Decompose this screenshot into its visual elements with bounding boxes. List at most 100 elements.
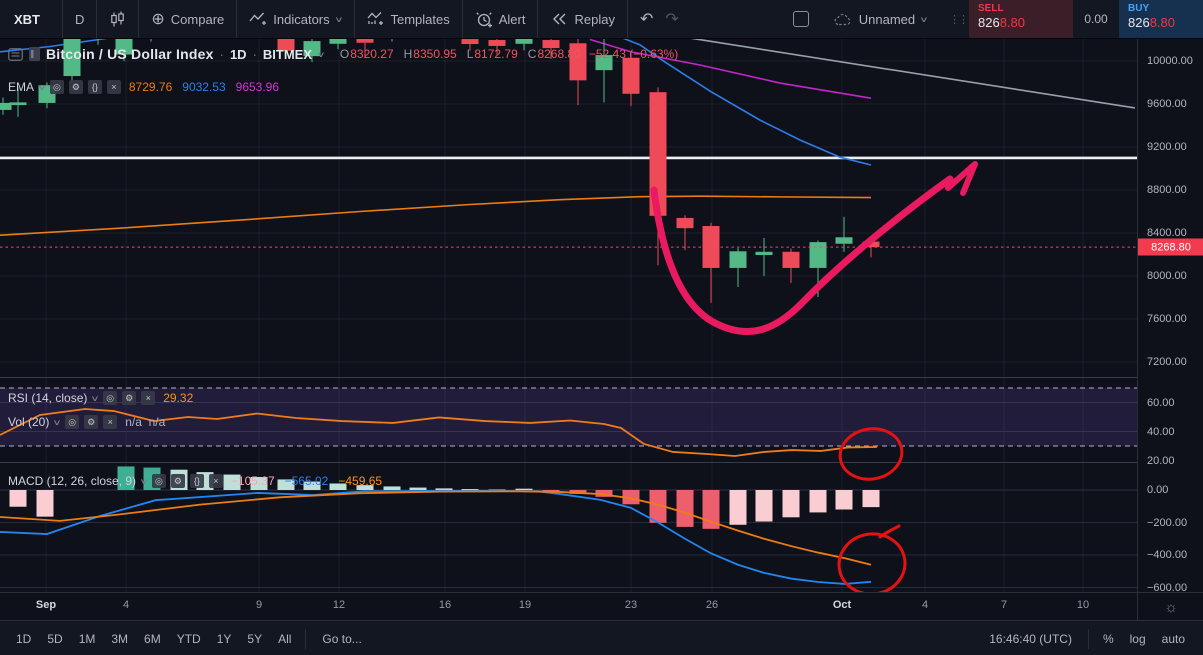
source-code-icon[interactable]: {} bbox=[87, 80, 102, 94]
candle-body bbox=[9, 102, 27, 106]
range-5Y[interactable]: 5Y bbox=[247, 631, 263, 646]
macd-histogram-bar bbox=[729, 490, 747, 525]
interval-button[interactable]: D bbox=[75, 11, 85, 27]
buy-button[interactable]: BUY 8268.80 bbox=[1119, 0, 1203, 38]
undo-button[interactable]: ↶ bbox=[639, 11, 654, 28]
eye-icon[interactable]: ◎ bbox=[103, 391, 118, 405]
candle-body bbox=[515, 36, 533, 44]
candle-body bbox=[809, 242, 827, 268]
alert-label: Alert bbox=[498, 11, 526, 27]
volume-value: n/a n/a bbox=[125, 415, 166, 429]
gear-icon[interactable]: ⚙ bbox=[84, 415, 99, 429]
range-All[interactable]: All bbox=[278, 631, 292, 646]
source-code-icon[interactable]: {} bbox=[189, 474, 204, 488]
eye-icon[interactable]: ◎ bbox=[49, 80, 64, 94]
indicators-button[interactable]: Indicators ∨ bbox=[237, 0, 353, 38]
symbol-title[interactable]: Bitcoin / US Dollar Index bbox=[46, 46, 214, 62]
gear-icon[interactable]: ⚙ bbox=[68, 80, 83, 94]
compare-label: Compare bbox=[170, 11, 225, 27]
bottom-toolbar: 1D 5D 1M 3M 6M YTD 1Y 5Y All Go to... 16:46:40 (… bbox=[0, 620, 1203, 655]
redo-button[interactable]: ↷ bbox=[665, 11, 679, 28]
toolbar-separator bbox=[626, 0, 628, 38]
macd-histogram-bar bbox=[809, 490, 827, 513]
change-value: −52.43 (−0.63%) bbox=[588, 47, 679, 61]
candle-body bbox=[63, 37, 81, 77]
candle-body bbox=[542, 40, 560, 49]
macd-histogram-bar bbox=[250, 477, 268, 490]
close-icon[interactable]: × bbox=[106, 80, 121, 94]
range-1D[interactable]: 1D bbox=[16, 631, 32, 646]
time-label-Sep: Sep bbox=[35, 599, 57, 611]
cloud-save-button[interactable]: Unnamed ∨ bbox=[821, 0, 939, 38]
percent-scale-toggle[interactable]: % bbox=[1102, 631, 1114, 646]
symbol-button[interactable]: XBT bbox=[14, 11, 40, 27]
compare-icon: ⊕ bbox=[151, 11, 165, 28]
gear-icon[interactable]: ⚙ bbox=[122, 391, 137, 405]
layout-checkbox-button[interactable] bbox=[781, 0, 821, 38]
log-scale-toggle[interactable]: log bbox=[1129, 631, 1146, 646]
auto-scale-toggle[interactable]: auto bbox=[1161, 631, 1185, 646]
exchange-label: BITMEX bbox=[262, 46, 313, 62]
time-label-26: 26 bbox=[705, 599, 719, 611]
macd-label[interactable]: MACD (12, 26, close, 9) bbox=[8, 474, 137, 488]
price-label: 9600.00 bbox=[1147, 98, 1187, 110]
close-icon[interactable]: × bbox=[141, 391, 156, 405]
macd-histogram-bar bbox=[595, 490, 613, 497]
macd-histogram-bar bbox=[515, 488, 533, 490]
drawn-arrow-head bbox=[945, 161, 978, 196]
time-label-9: 9 bbox=[255, 599, 263, 611]
chart-style-button[interactable] bbox=[97, 0, 138, 38]
macd-histogram-bar bbox=[356, 485, 374, 490]
eye-icon[interactable]: ◎ bbox=[151, 474, 166, 488]
chevron-down-icon[interactable]: ∨ bbox=[316, 49, 326, 59]
range-1M[interactable]: 1M bbox=[78, 631, 96, 646]
ema-fast-line bbox=[0, 195, 872, 236]
chevron-down-icon[interactable]: ∨ bbox=[37, 82, 47, 92]
macd-value: −105.37 bbox=[230, 474, 275, 488]
rsi-label[interactable]: RSI (14, close) bbox=[8, 391, 88, 405]
interval-label: 1D bbox=[229, 46, 247, 62]
time-axis[interactable]: ☼ Sep 4 9 12 16 19 23 26 Oct 4 7 10 bbox=[0, 592, 1203, 621]
drag-handle-icon[interactable]: ⋮⋮ bbox=[949, 13, 969, 26]
close-icon[interactable]: × bbox=[103, 415, 118, 429]
pane-menu-icon[interactable] bbox=[8, 47, 23, 61]
chevron-down-icon[interactable]: ∨ bbox=[52, 417, 62, 427]
clock-utc[interactable]: 16:46:40 (UTC) bbox=[989, 631, 1072, 646]
go-to-button[interactable]: Go to... bbox=[322, 631, 362, 646]
price-axis[interactable]: 10000.00 9600.00 9200.00 8800.00 8400.00 8000… bbox=[1137, 38, 1203, 594]
candle-body bbox=[755, 251, 773, 256]
range-1Y[interactable]: 1Y bbox=[216, 631, 232, 646]
chevron-down-icon[interactable]: ∨ bbox=[139, 476, 149, 486]
macd-histogram-bar bbox=[755, 490, 773, 522]
range-YTD[interactable]: YTD bbox=[176, 631, 201, 646]
toolbar-toggle-icon[interactable] bbox=[29, 47, 40, 61]
ohlc-item: L8172.79 bbox=[467, 47, 518, 61]
templates-icon bbox=[367, 11, 385, 27]
range-6M[interactable]: 6M bbox=[144, 631, 161, 646]
range-5D[interactable]: 5D bbox=[47, 631, 63, 646]
compare-button[interactable]: ⊕ Compare bbox=[139, 0, 236, 38]
close-icon[interactable]: × bbox=[208, 474, 223, 488]
axis-settings-corner[interactable]: ☼ bbox=[1137, 593, 1203, 621]
macd-histogram-bar bbox=[435, 488, 453, 490]
ema-label[interactable]: EMA bbox=[8, 80, 35, 94]
ohlc-value: 8268.80 bbox=[537, 47, 581, 61]
range-3M[interactable]: 3M bbox=[111, 631, 129, 646]
alert-button[interactable]: Alert bbox=[463, 0, 538, 38]
sell-button[interactable]: SELL 8268.80 bbox=[969, 0, 1073, 38]
candle-body bbox=[569, 43, 587, 81]
volume-label[interactable]: Vol (20) bbox=[8, 415, 50, 429]
chevron-down-icon[interactable]: ∨ bbox=[90, 393, 100, 403]
rsi-line bbox=[0, 408, 878, 457]
eye-icon[interactable]: ◎ bbox=[65, 415, 80, 429]
time-label-4: 4 bbox=[122, 599, 130, 611]
replay-button[interactable]: Replay bbox=[538, 0, 626, 38]
last-price-badge: 8268.80 bbox=[1138, 238, 1203, 256]
gear-icon[interactable]: ⚙ bbox=[170, 474, 185, 488]
time-label-4: 4 bbox=[921, 599, 929, 611]
templates-button[interactable]: Templates bbox=[355, 0, 462, 38]
macd-values: −105.37 −565.02 −459.65 bbox=[231, 474, 392, 488]
drawn-circle-macd bbox=[837, 532, 907, 596]
settings-sun-icon: ☼ bbox=[1164, 598, 1178, 616]
